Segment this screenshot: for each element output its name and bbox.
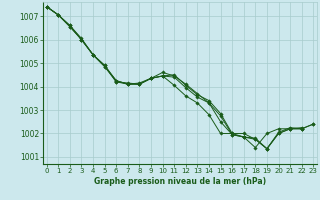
X-axis label: Graphe pression niveau de la mer (hPa): Graphe pression niveau de la mer (hPa) [94,177,266,186]
